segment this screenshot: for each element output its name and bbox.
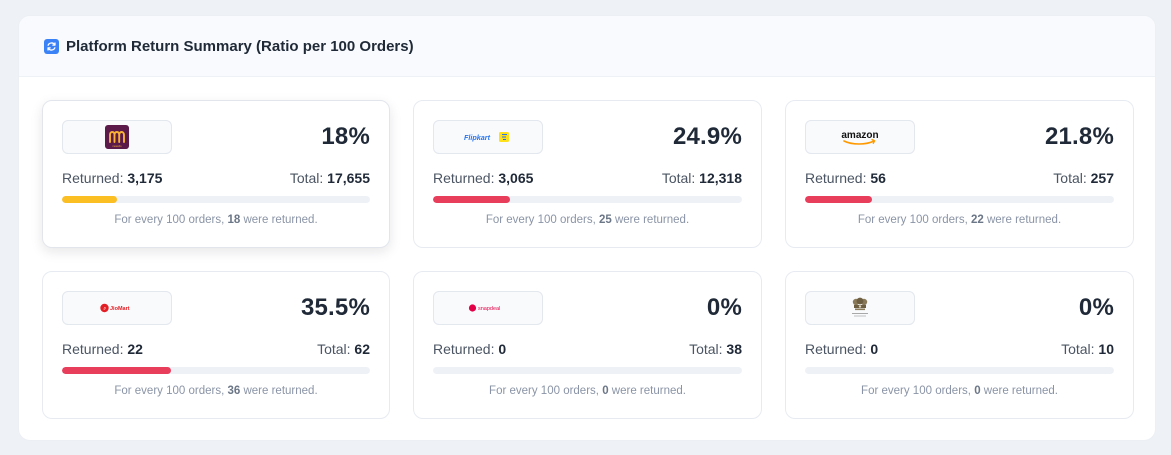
total-count: Total: 12,318 — [661, 170, 742, 186]
panel-header: Platform Return Summary (Ratio per 100 O… — [19, 16, 1155, 77]
return-progress-bar — [433, 196, 742, 203]
returned-count: Returned: 0 — [805, 341, 879, 357]
total-count: Total: 38 — [689, 341, 742, 357]
returned-count: Returned: 22 — [62, 341, 143, 357]
svg-text:snapdeal: snapdeal — [478, 306, 500, 312]
return-percent: 24.9% — [672, 123, 742, 150]
return-note: For every 100 orders, 22 were returned. — [857, 214, 1062, 226]
platform-card-flipkart[interactable]: Flipkart 24.9% Returned: 3,065 Total: 12… — [413, 100, 762, 248]
return-summary-panel: Platform Return Summary (Ratio per 100 O… — [18, 15, 1156, 441]
return-note: For every 100 orders, 25 were returned. — [485, 214, 690, 226]
returned-count: Returned: 3,175 — [62, 170, 163, 186]
svg-text:J: J — [103, 306, 105, 311]
returned-count: Returned: 0 — [433, 341, 507, 357]
return-percent: 0% — [706, 294, 742, 321]
return-note: For every 100 orders, 0 were returned. — [489, 385, 686, 397]
svg-text:JioMart: JioMart — [110, 306, 130, 312]
panel-title: Platform Return Summary (Ratio per 100 O… — [66, 37, 414, 55]
svg-text:Flipkart: Flipkart — [464, 133, 491, 142]
return-progress-fill — [805, 196, 873, 203]
return-progress-bar — [62, 196, 370, 203]
svg-text:amazon: amazon — [841, 130, 878, 141]
return-progress-fill — [433, 196, 510, 203]
total-count: Total: 257 — [1053, 170, 1114, 186]
return-progress-bar — [62, 367, 370, 374]
platform-card-snapdeal[interactable]: snapdeal 0% Returned: 0 Total: 38 For ev… — [413, 271, 762, 419]
return-note: For every 100 orders, 0 were returned. — [861, 385, 1058, 397]
platform-card-amazon[interactable]: amazon 21.8% Returned: 56 Total: 257 For… — [785, 100, 1134, 248]
return-percent: 0% — [1078, 294, 1114, 321]
jiomart-logo: J JioMart — [62, 291, 172, 325]
gov-emblem-logo — [805, 291, 915, 325]
returned-count: Returned: 56 — [805, 170, 886, 186]
svg-text:meesho: meesho — [112, 144, 122, 148]
return-progress-fill — [62, 367, 172, 374]
refresh-icon — [44, 38, 59, 54]
return-progress-bar — [805, 367, 1114, 374]
total-count: Total: 10 — [1061, 341, 1114, 357]
platform-grid: meesho 18% Returned: 3,175 Total: 17,655… — [42, 100, 1134, 419]
return-progress-fill — [62, 196, 118, 203]
amazon-logo: amazon — [805, 120, 915, 154]
total-count: Total: 62 — [317, 341, 370, 357]
return-note: For every 100 orders, 18 were returned. — [114, 214, 318, 226]
return-progress-bar — [433, 367, 742, 374]
return-percent: 35.5% — [300, 294, 370, 321]
return-progress-bar — [805, 196, 1114, 203]
meesho-logo: meesho — [62, 120, 172, 154]
snapdeal-logo: snapdeal — [433, 291, 543, 325]
returned-count: Returned: 3,065 — [433, 170, 534, 186]
platform-card-meesho[interactable]: meesho 18% Returned: 3,175 Total: 17,655… — [42, 100, 390, 248]
platform-card-gov-emblem[interactable]: 0% Returned: 0 Total: 10 For every 100 o… — [785, 271, 1134, 419]
return-note: For every 100 orders, 36 were returned. — [114, 385, 318, 397]
platform-card-jiomart[interactable]: J JioMart 35.5% Returned: 22 Total: 62 Fo… — [42, 271, 390, 419]
flipkart-logo: Flipkart — [433, 120, 543, 154]
return-percent: 18% — [321, 123, 370, 150]
total-count: Total: 17,655 — [289, 170, 370, 186]
return-percent: 21.8% — [1044, 123, 1114, 150]
